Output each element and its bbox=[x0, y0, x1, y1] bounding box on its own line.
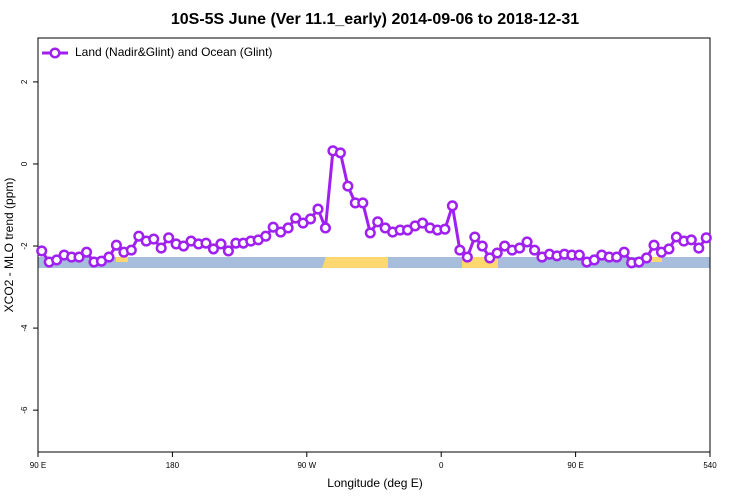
data-point bbox=[282, 222, 294, 234]
data-point bbox=[215, 238, 227, 250]
data-point bbox=[80, 246, 93, 258]
data-point bbox=[514, 242, 526, 254]
data-point bbox=[693, 242, 705, 254]
surface-strip bbox=[38, 257, 710, 268]
y-tick-label: 0 bbox=[20, 161, 29, 166]
data-point bbox=[125, 244, 137, 256]
data-point bbox=[155, 242, 167, 254]
data-point bbox=[454, 244, 466, 256]
x-axis-label: Longitude (deg E) bbox=[327, 476, 422, 490]
data-point bbox=[700, 232, 712, 244]
data-point bbox=[110, 239, 122, 251]
data-point bbox=[357, 197, 369, 209]
x-tick-label: 90 W bbox=[297, 461, 316, 470]
data-point bbox=[103, 251, 115, 263]
data-point bbox=[446, 200, 458, 212]
land-strip bbox=[650, 257, 662, 262]
data-point bbox=[207, 243, 220, 255]
data-point bbox=[148, 233, 160, 245]
data-point bbox=[521, 236, 533, 248]
data-point bbox=[640, 252, 653, 264]
data-point bbox=[372, 216, 384, 228]
data-point bbox=[618, 246, 630, 258]
x-tick-label: 90 E bbox=[30, 461, 46, 470]
data-point bbox=[36, 245, 48, 257]
y-tick-label: -2 bbox=[20, 242, 29, 250]
data-point bbox=[163, 232, 175, 244]
data-point bbox=[685, 234, 697, 246]
data-point bbox=[200, 237, 212, 249]
data-point bbox=[588, 254, 600, 266]
data-point bbox=[573, 249, 585, 261]
land-strip bbox=[462, 257, 498, 268]
data-point bbox=[484, 252, 496, 264]
data-point bbox=[476, 240, 488, 252]
y-tick-label: 2 bbox=[20, 79, 29, 84]
data-point bbox=[73, 251, 85, 263]
x-tick-label: 0 bbox=[439, 461, 444, 470]
legend-swatch bbox=[49, 47, 61, 59]
y-tick-label: -4 bbox=[20, 324, 29, 332]
data-point bbox=[312, 203, 324, 215]
data-point bbox=[319, 222, 332, 234]
data-point bbox=[334, 147, 346, 159]
data-point bbox=[461, 251, 473, 263]
x-tick-label: 540 bbox=[703, 461, 717, 470]
data-point bbox=[364, 227, 376, 239]
series-line bbox=[40, 148, 708, 265]
land-strip bbox=[326, 257, 388, 268]
data-point bbox=[439, 223, 451, 235]
data-point bbox=[491, 247, 503, 259]
data-point bbox=[469, 231, 481, 243]
data-point bbox=[648, 239, 660, 251]
data-point bbox=[290, 212, 302, 224]
data-point bbox=[133, 230, 145, 242]
data-point bbox=[304, 213, 317, 225]
land-strip bbox=[322, 257, 330, 268]
data-point bbox=[416, 217, 429, 229]
chart-title: 10S-5S June (Ver 11.1_early) 2014-09-06 … bbox=[171, 11, 579, 28]
data-point bbox=[528, 244, 541, 256]
y-tick-label: -6 bbox=[20, 406, 29, 414]
data-point bbox=[260, 230, 272, 242]
land-strip bbox=[116, 257, 128, 262]
data-point bbox=[342, 180, 354, 192]
data-point bbox=[51, 254, 63, 266]
legend-label: Land (Nadir&Glint) and Ocean (Glint) bbox=[75, 45, 272, 59]
data-point bbox=[611, 251, 623, 263]
x-tick-label: 180 bbox=[166, 461, 180, 470]
y-axis-label: XCO2 - MLO trend (ppm) bbox=[2, 178, 16, 313]
plot-frame bbox=[37, 37, 711, 453]
data-point bbox=[178, 240, 190, 252]
data-point bbox=[222, 245, 234, 257]
data-point bbox=[267, 221, 279, 233]
x-tick-label: 90 E bbox=[567, 461, 583, 470]
data-point bbox=[663, 243, 675, 255]
